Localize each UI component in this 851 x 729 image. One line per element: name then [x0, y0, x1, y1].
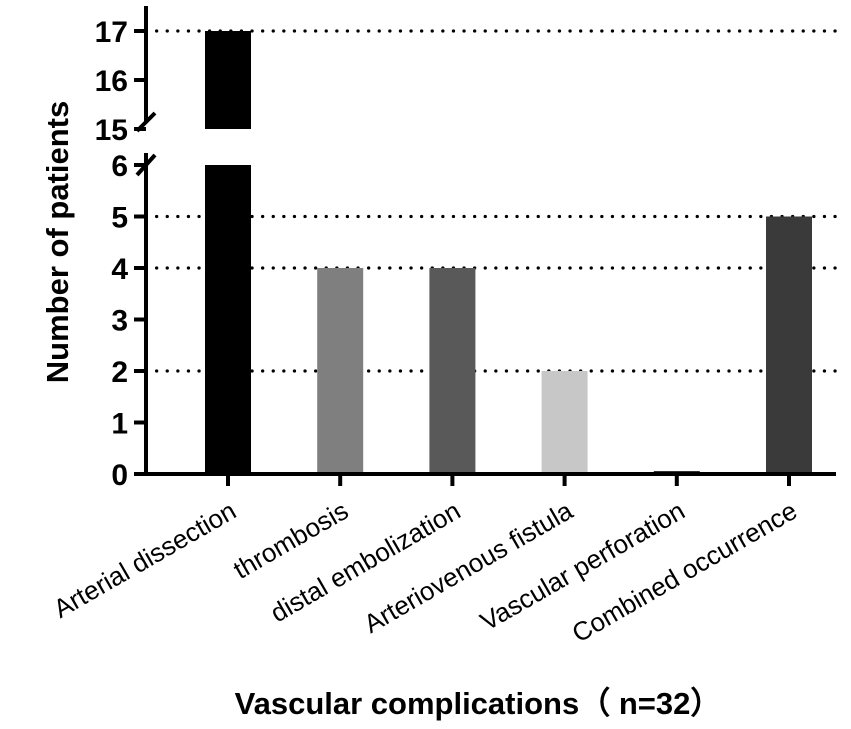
y-tick-label: 17 [95, 16, 128, 49]
bar-upper-segment [205, 31, 251, 129]
y-tick-label: 6 [111, 150, 128, 183]
bar [541, 371, 588, 474]
x-category-label: Arterial dissection [48, 495, 241, 624]
bar [766, 216, 812, 474]
x-category-label: Arteriovenous fistula [359, 495, 578, 639]
y-tick-label: 15 [95, 114, 128, 147]
y-tick-label: 5 [111, 202, 128, 235]
bar [205, 165, 251, 474]
y-tick-label: 3 [111, 305, 128, 338]
y-tick-label: 4 [111, 253, 128, 286]
y-tick-label: 2 [111, 356, 128, 389]
y-axis-title: Number of patients [40, 101, 75, 383]
x-axis-title: Vascular complications（ n=32） [235, 686, 722, 721]
y-tick-label: 1 [111, 408, 128, 441]
y-tick-labels: 0 1 2 3 4 5 615 16 17 [95, 16, 129, 492]
y-tick-label: 16 [95, 65, 128, 98]
axes [134, 6, 836, 486]
bars [205, 31, 812, 474]
gridlines [144, 29, 838, 373]
bar [429, 268, 476, 474]
bar [317, 268, 364, 474]
y-tick-label: 0 [111, 459, 128, 492]
